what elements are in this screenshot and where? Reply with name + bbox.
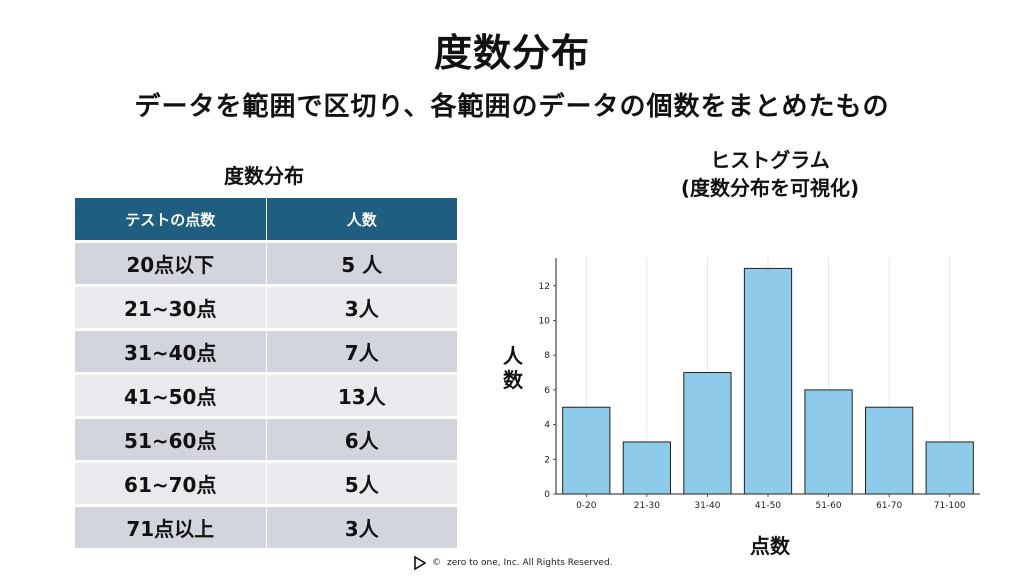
cell-range: 71点以上 [74,504,267,548]
x-tick-label: 0-20 [576,501,597,511]
chart-title: ヒストグラム [710,148,830,172]
chart-subtitle: (度数分布を可視化) [680,176,860,200]
y-tick-label: 2 [544,455,550,465]
chart-x-axis-label: 点数 [750,534,790,558]
table-row: 31~40点 7人 [74,328,458,374]
cell-count: 3人 [265,504,458,548]
frequency-table: テストの点数 人数 20点以下 5 人 21~30点 3人 31~40点 7人 … [74,197,458,548]
y-tick-label: 10 [539,316,551,326]
cell-count: 5 人 [265,240,458,286]
table-row: 51~60点 6人 [74,416,458,462]
footer: © zero to one, Inc. All Rights Reserved. [414,555,613,571]
y-tick-label: 0 [544,490,550,500]
cell-range: 41~50点 [74,372,267,418]
table-title: 度数分布 [224,164,304,188]
cell-range: 20点以下 [74,240,267,286]
page-title: 度数分布 [433,31,590,75]
x-tick-label: 61-70 [876,501,902,511]
copyright-symbol: © [432,558,441,568]
cell-range: 21~30点 [74,284,267,330]
page-subtitle: データを範囲で区切り、各範囲のデータの個数をまとめたもの [134,92,890,122]
cell-count: 7人 [265,328,458,374]
histogram-bar [925,441,974,495]
cell-count: 5人 [265,460,458,506]
table-row: 41~50点 13人 [74,372,458,418]
cell-range: 51~60点 [74,416,267,462]
cell-range: 31~40点 [74,328,267,374]
histogram-bar [683,372,732,495]
y-tick-label: 8 [544,351,550,361]
copyright-text: zero to one, Inc. All Rights Reserved. [447,558,613,568]
cell-count: 3人 [265,284,458,330]
chart-y-axis-label: 人数 [503,344,523,392]
x-tick-label: 21-30 [634,501,660,511]
histogram-bar [562,406,611,495]
play-logo-icon [414,556,426,570]
y-tick-label: 12 [539,282,550,292]
histogram-bar [804,389,853,495]
table-header-row: テストの点数 人数 [74,197,458,242]
x-tick-label: 71-100 [934,501,966,511]
histogram-bar [622,441,671,495]
cell-count: 13人 [265,372,458,418]
histogram-bar [865,406,914,495]
x-tick-label: 51-60 [815,501,841,511]
histogram-bar [743,267,793,495]
chart-title-block: ヒストグラム (度数分布を可視化) [640,146,900,202]
x-tick-label: 41-50 [755,501,781,511]
y-tick-label: 6 [544,386,550,396]
table-row: 20点以下 5 人 [74,240,458,286]
cell-count: 6人 [265,416,458,462]
cell-range: 61~70点 [74,460,267,506]
table-row: 61~70点 5人 [74,460,458,506]
x-tick-label: 31-40 [694,501,720,511]
table-row: 71点以上 3人 [74,504,458,548]
table-row: 21~30点 3人 [74,284,458,330]
y-tick-label: 4 [544,421,550,431]
